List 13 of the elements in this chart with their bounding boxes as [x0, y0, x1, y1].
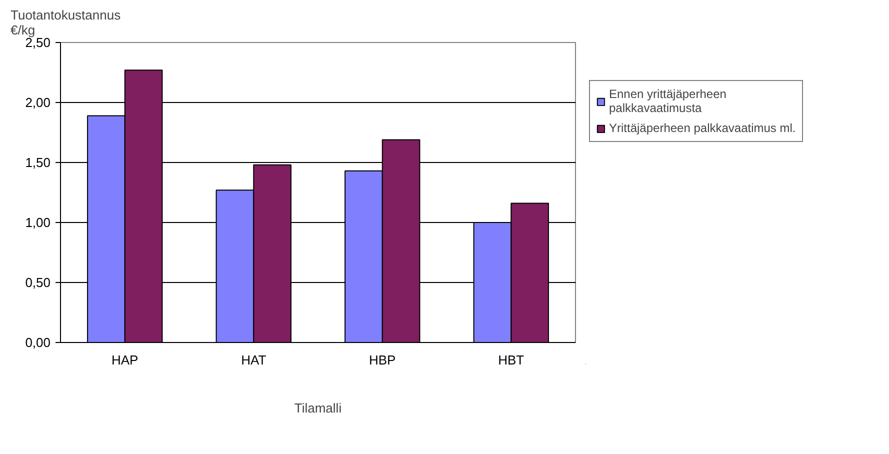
x-axis-title: Tilamalli — [294, 400, 342, 416]
x-tick-label: HAP — [112, 352, 138, 368]
y-tick-label: 0,00 — [25, 335, 51, 350]
x-tick-label: HBP — [369, 352, 396, 368]
y-tick-label: 1,50 — [25, 155, 51, 170]
y-tick-label: 0,50 — [25, 275, 51, 290]
y-tick-label: 1,00 — [25, 215, 51, 230]
legend-label: Yrittäjäperheen palkkavaatimus ml. — [609, 121, 796, 135]
x-tick-label: HAT — [241, 352, 266, 368]
x-tick-label: HBT — [498, 352, 524, 368]
y-axis-title: Tuotantokustannus €/kg — [10, 8, 122, 38]
y-tick-label: 2,00 — [25, 95, 51, 110]
legend-label: Ennen yrittäjäperheen palkkavaatimusta — [609, 87, 726, 115]
